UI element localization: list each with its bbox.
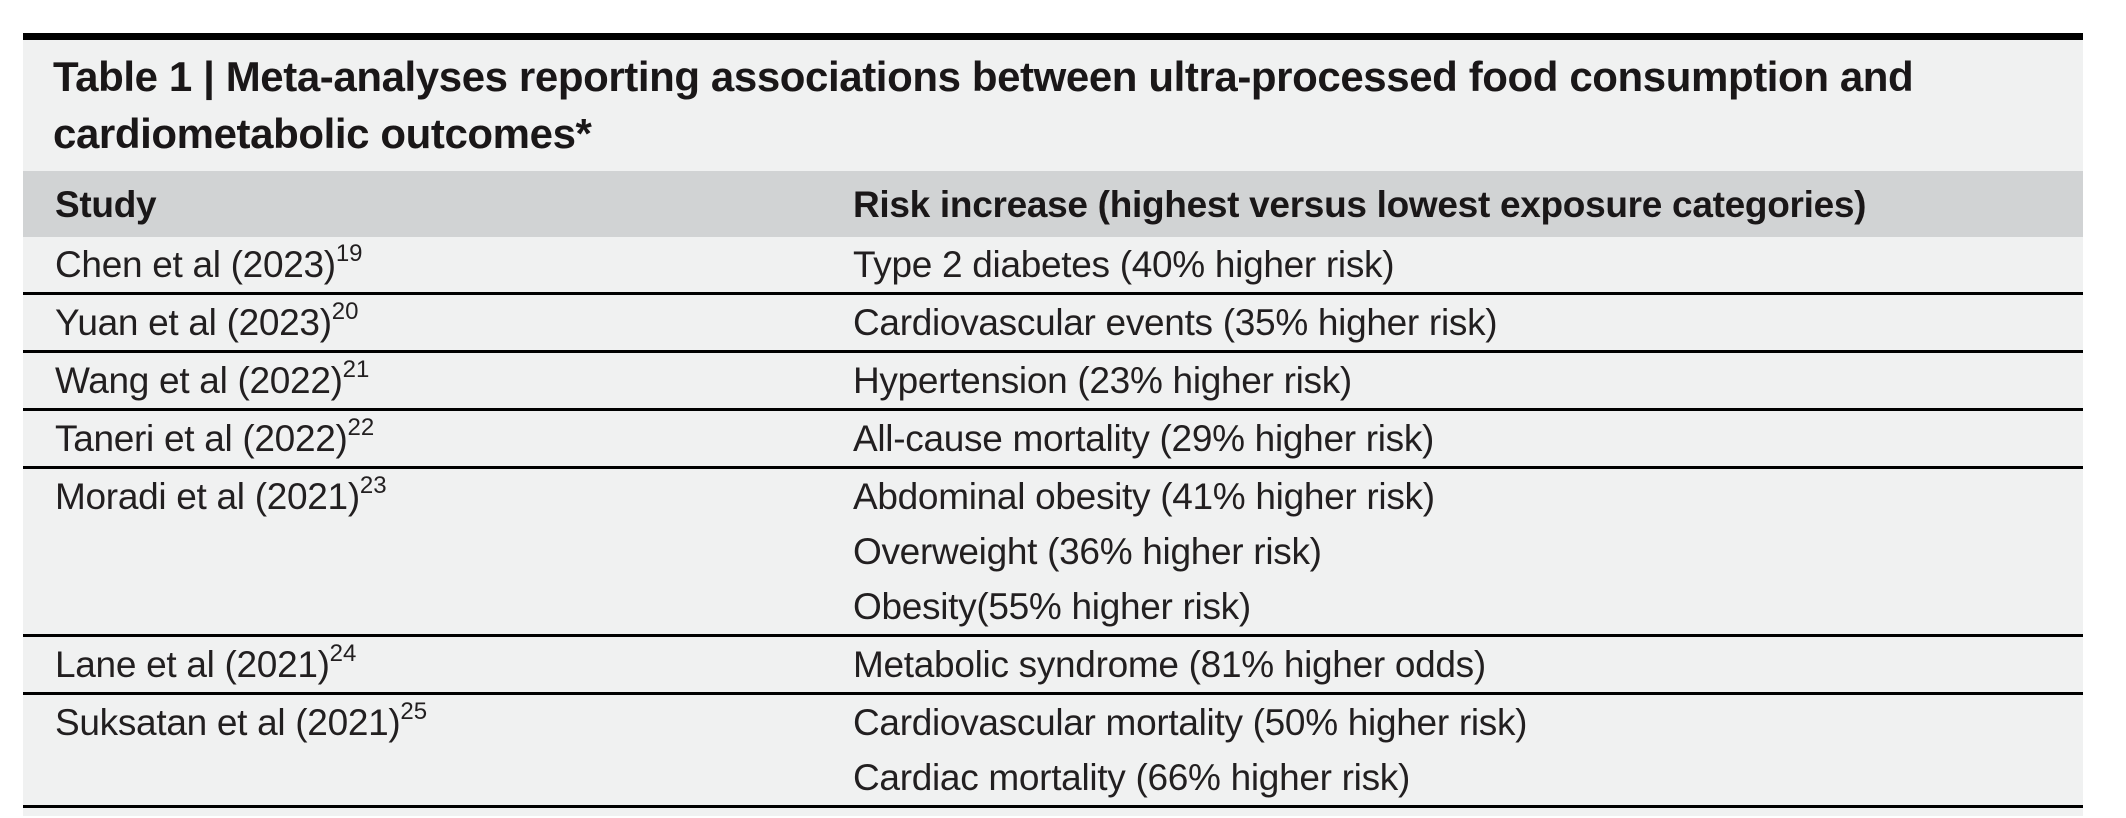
study-cell: Wang et al (2022)21 (23, 353, 853, 408)
table-bottom-rule (23, 805, 2083, 808)
study-text: Moradi et al (2021) (55, 476, 360, 517)
outcome-text: Abdominal obesity (41% higher risk) (853, 476, 1435, 517)
meta-analyses-table: Table 1 | Meta-analyses reporting associ… (23, 33, 2083, 816)
study-text: Chen et al (2023) (55, 244, 336, 285)
outcome-text: Cardiac mortality (66% higher risk) (853, 757, 1411, 798)
outcome-cell: Metabolic syndrome (81% higher odds) (853, 637, 2083, 692)
outcome-cell: Type 2 diabetes (40% higher risk) (853, 237, 2083, 292)
outcome-text: Cardiovascular mortality (50% higher ris… (853, 702, 1528, 743)
study-text: Yuan et al (2023) (55, 302, 332, 343)
study-text: Suksatan et al (2021) (55, 702, 401, 743)
outcome-cell: Cardiovascular events (35% higher risk) (853, 295, 2083, 350)
study-cell: Suksatan et al (2021)25 (23, 695, 853, 805)
study-cell: Yuan et al (2023)20 (23, 295, 853, 350)
table-row: Taneri et al (2022)22 All-cause mortalit… (23, 408, 2083, 466)
outcome-cell: All-cause mortality (29% higher risk) (853, 411, 2083, 466)
study-text: Wang et al (2022) (55, 360, 343, 401)
outcome-text: Obesity(55% higher risk) (853, 586, 1251, 627)
table-row: Yuan et al (2023)20 Cardiovascular event… (23, 292, 2083, 350)
study-text: Lane et al (2021) (55, 644, 330, 685)
table-title: Table 1 | Meta-analyses reporting associ… (23, 40, 2083, 171)
column-header-risk-increase: Risk increase (highest versus lowest exp… (853, 184, 1867, 225)
outcome-text: Cardiovascular events (35% higher risk) (853, 302, 1498, 343)
study-cell: Lane et al (2021)24 (23, 637, 853, 692)
study-cell: Taneri et al (2022)22 (23, 411, 853, 466)
outcome-cell: Cardiovascular mortality (50% higher ris… (853, 695, 2083, 805)
column-header-study: Study (55, 184, 157, 225)
outcome-text: Type 2 diabetes (40% higher risk) (853, 244, 1395, 285)
study-cell: Chen et al (2023)19 (23, 237, 853, 292)
citation-ref[interactable]: 19 (335, 240, 363, 267)
citation-ref[interactable]: 22 (347, 414, 375, 441)
table-row: Lane et al (2021)24 Metabolic syndrome (… (23, 634, 2083, 692)
study-text: Taneri et al (2022) (55, 418, 348, 459)
table-row: Wang et al (2022)21 Hypertension (23% hi… (23, 350, 2083, 408)
outcome-cell: Abdominal obesity (41% higher risk) Over… (853, 469, 2083, 634)
table-header-row: Study Risk increase (highest versus lowe… (23, 171, 2083, 237)
outcome-text: Hypertension (23% higher risk) (853, 360, 1352, 401)
citation-ref[interactable]: 25 (400, 698, 428, 725)
study-cell: Moradi et al (2021)23 (23, 469, 853, 634)
table-row: Suksatan et al (2021)25 Cardiovascular m… (23, 692, 2083, 805)
table-row: Moradi et al (2021)23 Abdominal obesity … (23, 466, 2083, 634)
table-top-rule (23, 33, 2083, 40)
citation-ref[interactable]: 21 (342, 356, 370, 383)
outcome-cell: Hypertension (23% higher risk) (853, 353, 2083, 408)
table-row: Chen et al (2023)19 Type 2 diabetes (40%… (23, 237, 2083, 292)
outcome-text: All-cause mortality (29% higher risk) (853, 418, 1435, 459)
outcome-text: Overweight (36% higher risk) (853, 531, 1322, 572)
citation-ref[interactable]: 23 (359, 472, 387, 499)
outcome-text: Metabolic syndrome (81% higher odds) (853, 644, 1486, 685)
citation-ref[interactable]: 20 (331, 298, 359, 325)
footnote-area-cropped (23, 808, 2083, 816)
citation-ref[interactable]: 24 (329, 640, 357, 667)
